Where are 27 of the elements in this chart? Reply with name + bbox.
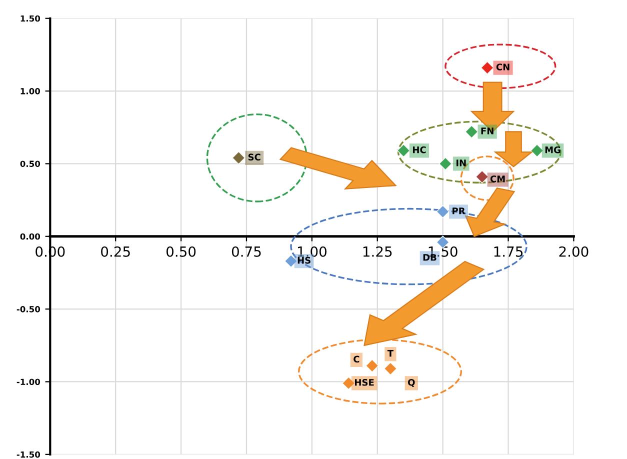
y-tick-label: 0.00 — [20, 233, 40, 240]
annotation: HSE — [355, 378, 374, 386]
x-tick-label: 1.25 — [363, 246, 392, 257]
x-tick-label: 1.75 — [494, 246, 523, 257]
y-tick-label: -1.00 — [16, 378, 40, 386]
annotation: CM — [490, 175, 505, 182]
annotation: MG — [545, 146, 560, 154]
y-tick-label: -0.50 — [16, 306, 40, 312]
annotation: HC — [413, 146, 426, 154]
annotation: T — [387, 350, 394, 357]
annotation: SC — [248, 154, 260, 161]
x-tick-label: 0.75 — [232, 246, 261, 257]
x-tick-label: 0.50 — [166, 246, 196, 257]
y-tick-label: 1.50 — [20, 15, 40, 22]
annotation: IN — [456, 160, 466, 166]
y-tick-label: 0.50 — [20, 160, 40, 167]
annotation: PR — [452, 208, 466, 214]
annotation: Q — [408, 378, 415, 387]
y-tick-label: -1.50 — [16, 451, 40, 458]
annotation: FN — [481, 128, 494, 134]
annotation: HS — [298, 256, 310, 264]
x-tick-label: 0.25 — [101, 246, 130, 257]
x-tick-label: 2.00 — [559, 246, 588, 257]
x-tick-label: 1.00 — [298, 246, 326, 257]
annotation: C — [354, 356, 360, 363]
y-tick-label: 1.00 — [20, 88, 40, 94]
annotation: CN — [496, 64, 510, 70]
